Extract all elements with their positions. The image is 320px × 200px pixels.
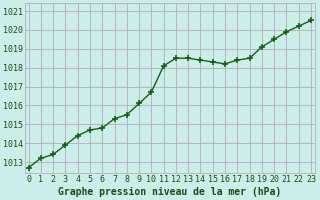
X-axis label: Graphe pression niveau de la mer (hPa): Graphe pression niveau de la mer (hPa) xyxy=(58,186,281,197)
